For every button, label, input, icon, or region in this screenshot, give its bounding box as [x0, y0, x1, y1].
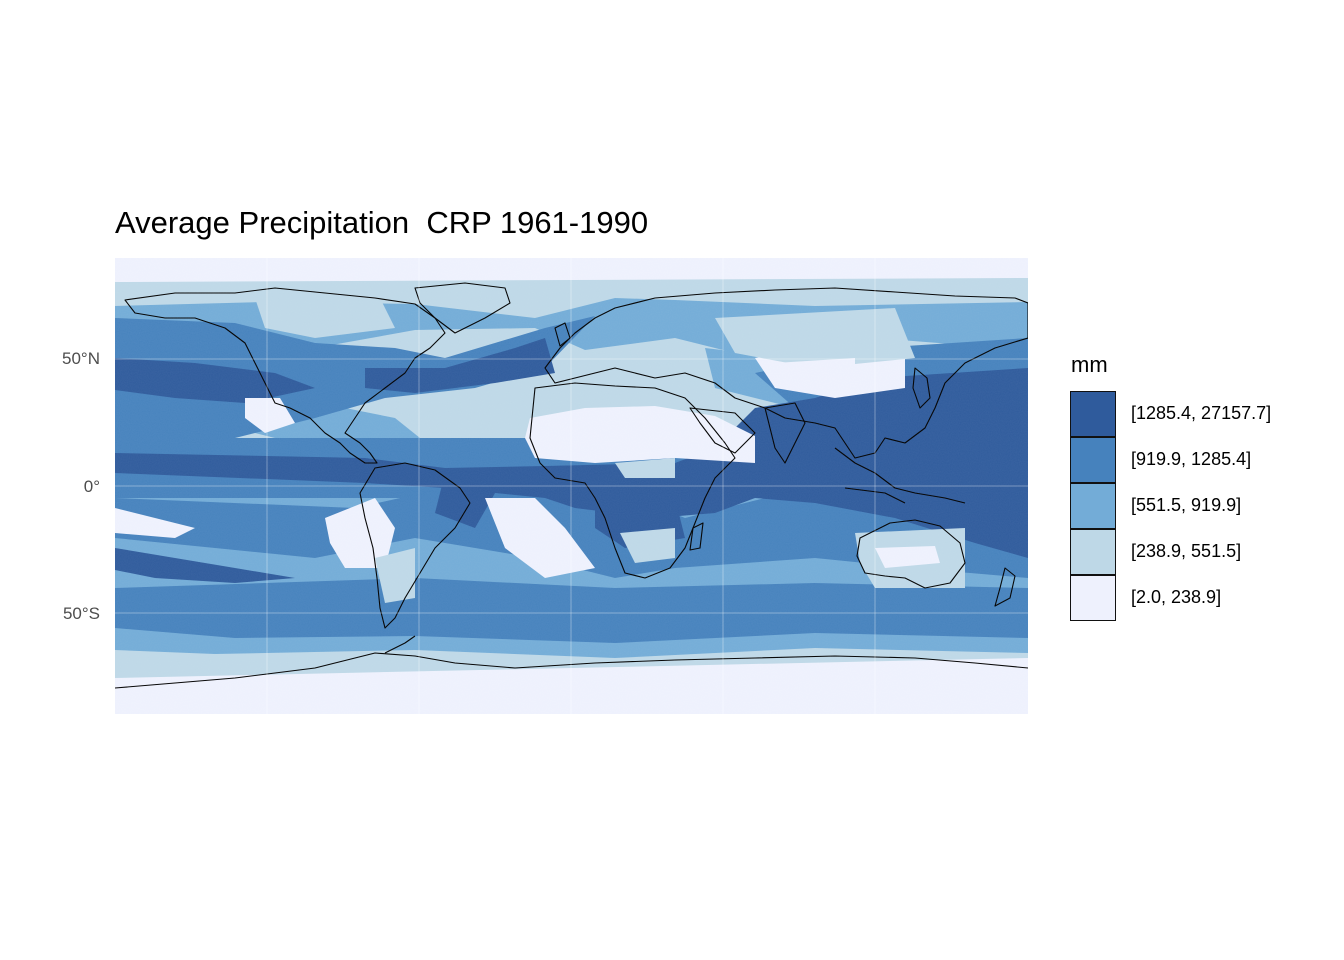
legend-label: [551.5, 919.9] — [1131, 495, 1242, 515]
legend-title: mm — [1071, 352, 1108, 377]
map-svg — [115, 258, 1028, 714]
legend-swatch — [1070, 437, 1116, 483]
legend-label: [1285.4, 27157.7] — [1131, 403, 1272, 423]
y-tick-equator: 0° — [83, 477, 100, 496]
legend-item: [919.9, 1285.4] — [1070, 437, 1340, 483]
chart-title: Average Precipitation CRP 1961-1990 — [115, 205, 649, 240]
legend-swatch — [1070, 575, 1116, 621]
y-tick-50n: 50°N — [62, 349, 100, 368]
y-tick-50s: 50°S — [62, 604, 100, 623]
legend-item: [551.5, 919.9] — [1070, 483, 1340, 529]
legend-item: [2.0, 238.9] — [1070, 575, 1340, 621]
legend-swatch — [1070, 391, 1116, 437]
legend-label: [919.9, 1285.4] — [1131, 449, 1252, 469]
precipitation-map — [115, 258, 1028, 714]
map-texture — [115, 258, 1028, 714]
graticule — [115, 258, 1028, 714]
legend-label: [2.0, 238.9] — [1131, 587, 1222, 607]
legend-item: [238.9, 551.5] — [1070, 529, 1340, 575]
legend-swatch — [1070, 483, 1116, 529]
legend-item: [1285.4, 27157.7] — [1070, 391, 1340, 437]
legend-swatch — [1070, 529, 1116, 575]
legend-label: [238.9, 551.5] — [1131, 541, 1242, 561]
